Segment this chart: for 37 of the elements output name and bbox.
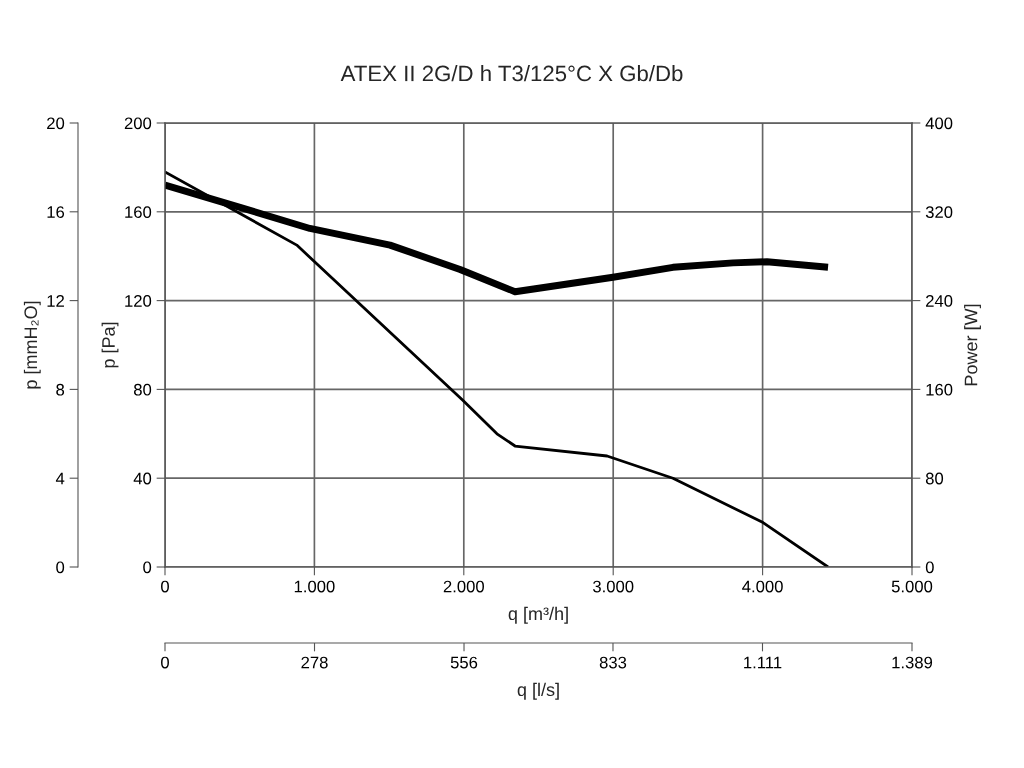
x2-tick-label: 1.389 — [892, 656, 933, 669]
y3-tick-label: 4 — [55, 472, 65, 485]
y3-axis-title: p [mmH₂O] — [23, 301, 41, 389]
x-tick-label: 2.000 — [443, 580, 484, 593]
x2-tick-label: 556 — [450, 656, 478, 669]
y3-tick-label: 8 — [56, 383, 65, 396]
x2-tick-label: 0 — [161, 656, 169, 669]
x2-axis-title: q [l/s] — [517, 682, 559, 700]
y-tick-label: 160 — [125, 206, 152, 218]
y-tick-label: 0 — [143, 561, 152, 574]
y-tick-label: 40 — [133, 472, 152, 485]
y-tick-label: 80 — [133, 383, 152, 396]
x2-tick-label: 278 — [301, 656, 328, 669]
y3-tick-label: 20 — [47, 117, 65, 130]
x2-tick-label: 1.111 — [744, 656, 782, 669]
x-tick-label: 1.000 — [294, 580, 335, 593]
x-axis-title: q [m³/h] — [508, 606, 568, 624]
y2-tick-label: 400 — [925, 117, 953, 130]
y2-axis-title: Power [W] — [964, 304, 981, 386]
x-tick-label: 4.000 — [742, 580, 783, 593]
y3-tick-label: 16 — [47, 206, 65, 218]
chart-title: ATEX II 2G/D h T3/125°C X Gb/Db — [340, 65, 683, 82]
y2-tick-label: 80 — [925, 472, 944, 485]
y2-tick-label: 320 — [925, 206, 953, 218]
y2-tick-label: 160 — [926, 383, 953, 396]
y2-tick-label: 240 — [926, 295, 953, 307]
x2-tick-label: 833 — [599, 656, 627, 669]
y3-tick-label: 12 — [47, 295, 64, 307]
y-axis-title: p [Pa] — [101, 322, 119, 368]
line-series — [165, 170, 830, 567]
y2-tick-label: 0 — [925, 561, 934, 574]
y-tick-label: 200 — [124, 117, 152, 130]
x-tick-label: 5.000 — [891, 580, 933, 593]
y3-tick-label: 0 — [56, 561, 65, 574]
y-tick-label: 120 — [125, 295, 152, 307]
x-tick-label: 0 — [161, 580, 169, 593]
x-tick-label: 3.000 — [592, 580, 634, 593]
